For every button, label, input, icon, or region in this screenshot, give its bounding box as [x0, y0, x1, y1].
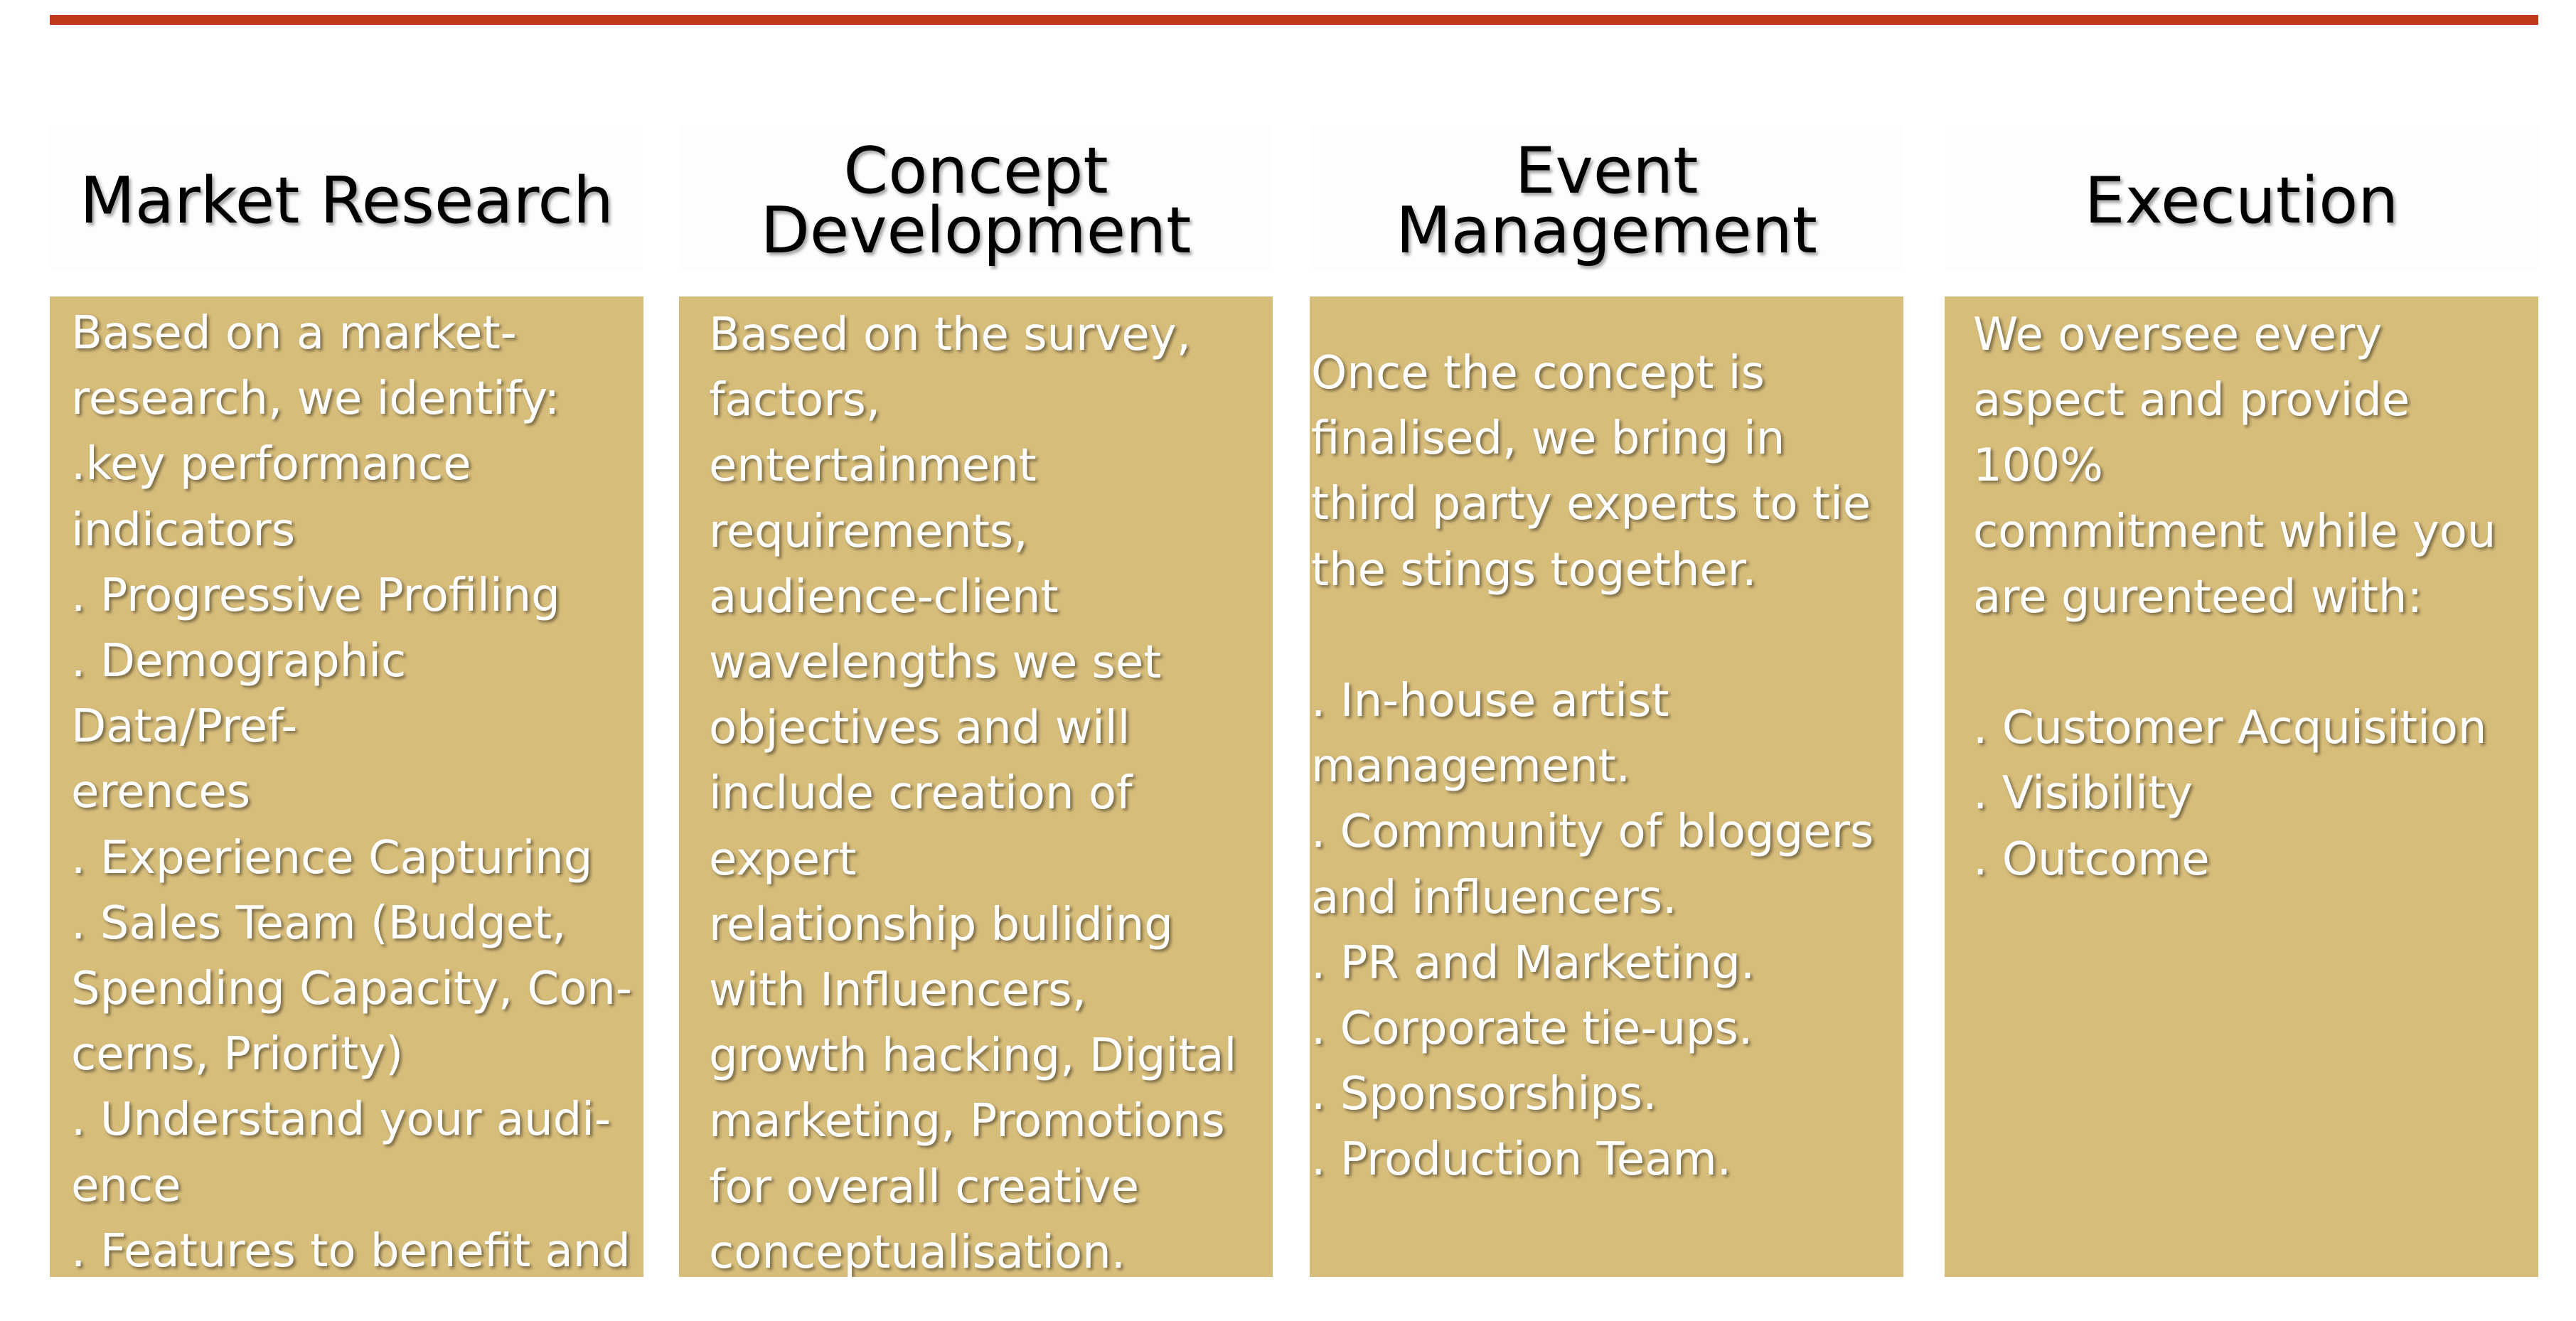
- top-accent-rule: [50, 15, 2538, 25]
- column-header: Execution: [1945, 124, 2538, 270]
- column-body-panel: Once the concept is finalised, we bring …: [1310, 296, 1903, 1277]
- column-title: Execution: [2084, 163, 2399, 238]
- column-title: Event Management: [1396, 133, 1817, 268]
- column-body-text: We oversee every aspect and provide 100%…: [1973, 309, 2496, 886]
- column-title: Concept Development: [760, 133, 1192, 268]
- column-header: Market Research: [50, 124, 643, 270]
- column-market-research: Market Research Based on a market- resea…: [50, 124, 643, 1277]
- column-event-management: Event Management Once the concept is fin…: [1310, 124, 1903, 1277]
- column-header: Concept Development: [679, 124, 1273, 270]
- column-body-panel: Based on a market- research, we identify…: [50, 296, 643, 1277]
- column-title: Market Research: [80, 163, 614, 238]
- column-body-panel: We oversee every aspect and provide 100%…: [1945, 296, 2538, 1277]
- column-execution: Execution We oversee every aspect and pr…: [1945, 124, 2538, 1277]
- column-body-text: Based on a market- research, we identify…: [71, 307, 632, 1277]
- column-body-text: Once the concept is finalised, we bring …: [1311, 347, 1874, 1187]
- column-concept-development: Concept Development Based on the survey,…: [679, 124, 1273, 1277]
- column-header: Event Management: [1310, 124, 1903, 270]
- column-body-panel: Based on the survey, factors, entertainm…: [679, 296, 1273, 1277]
- column-body-text: Based on the survey, factors, entertainm…: [709, 309, 1237, 1277]
